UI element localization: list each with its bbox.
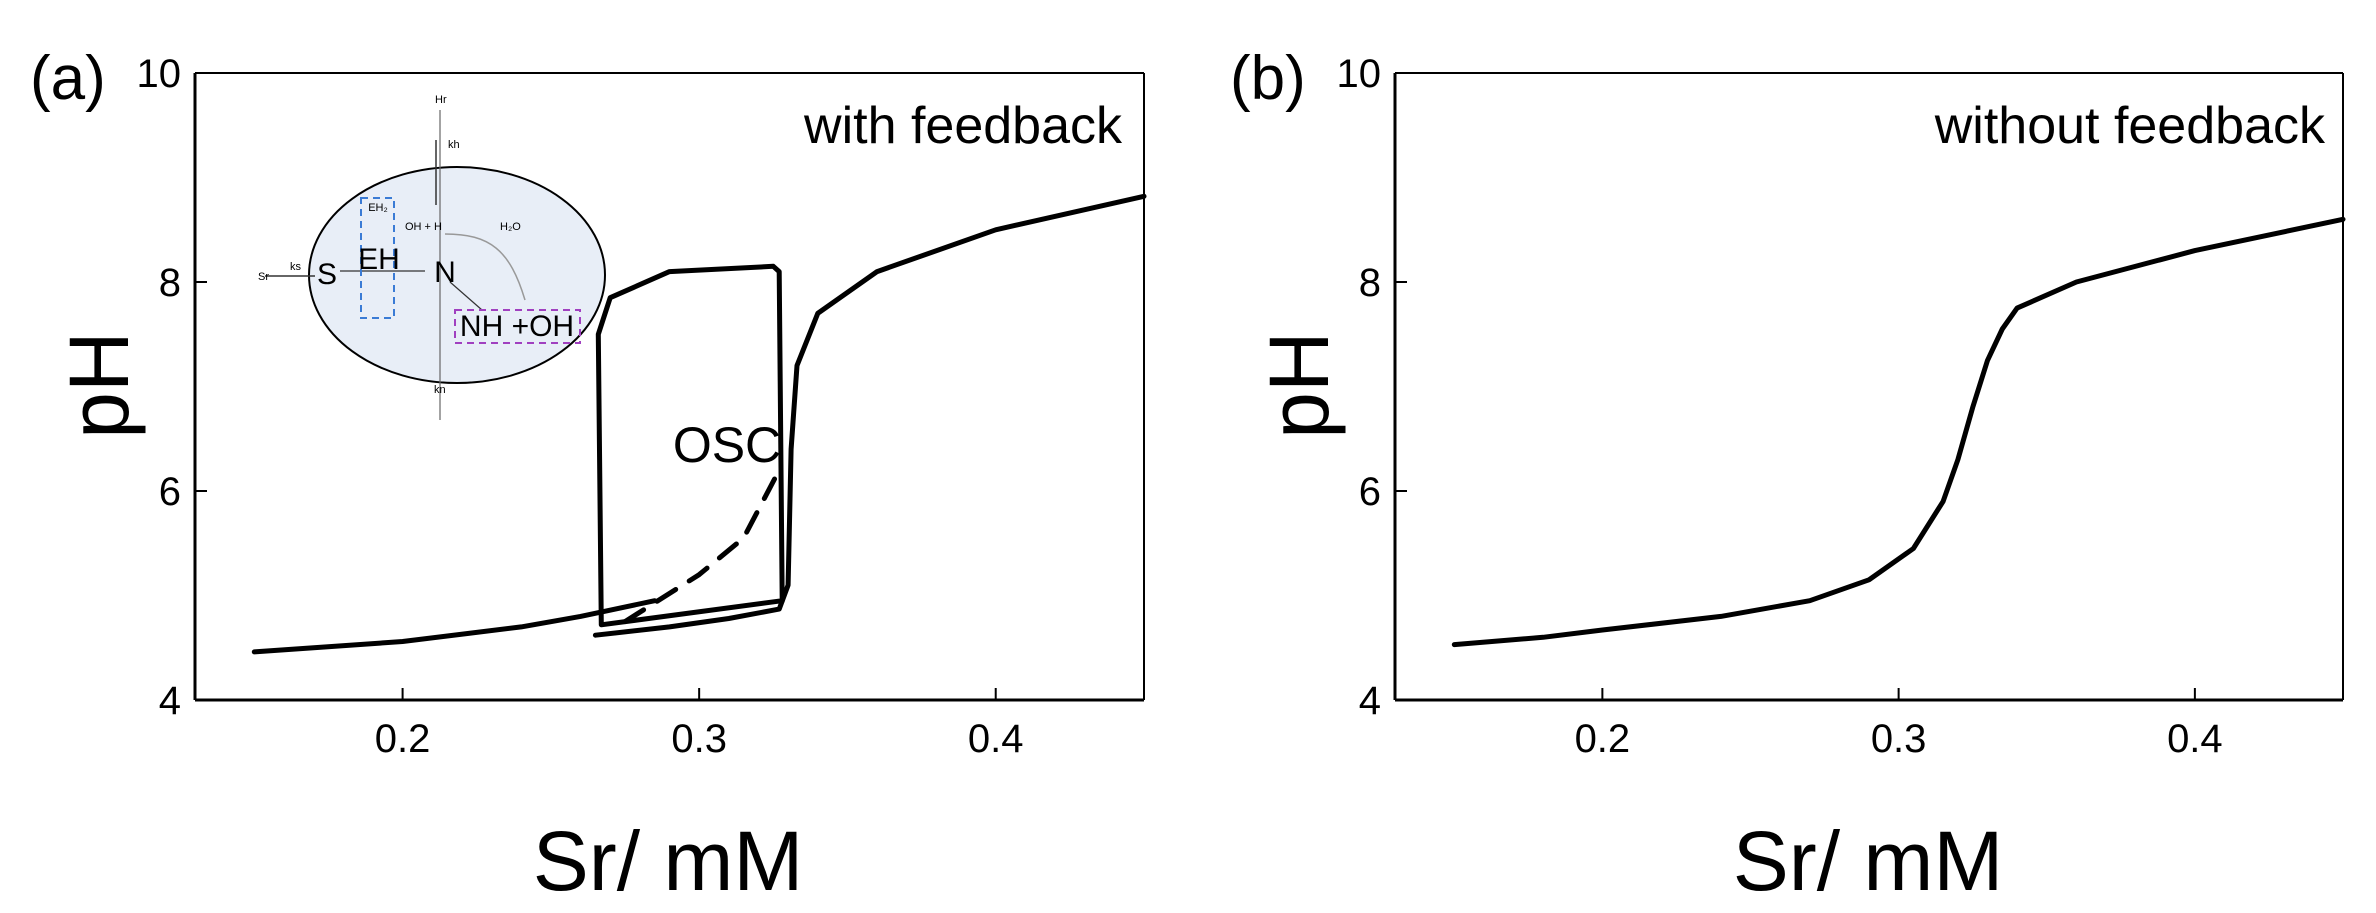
inset-node-s: S [317, 258, 337, 291]
inset-diagram: S EH N NH +OH EH₂ OH + H H₂O Sr ks Hr kh… [258, 94, 606, 420]
panel-b-annotation: without feedback [1934, 97, 2326, 155]
inset-node-oh-h: OH + H [405, 221, 442, 233]
panel-b-y-tick-label-2: 8 [1359, 261, 1381, 305]
inset-label-kn: kn [434, 384, 446, 396]
inset-node-n: N [434, 256, 456, 289]
panel-a-letter: (a) [30, 44, 106, 113]
panel-b-letter: (b) [1230, 44, 1306, 113]
inset-label-ks: ks [290, 261, 302, 273]
inset-compartment [308, 166, 606, 384]
panel-b: (b) 4 6 8 10 0.2 0.3 0.4 Sr/ mM pH without fe… [1230, 44, 2346, 908]
panel-a-annotation: with feedback [803, 97, 1123, 155]
inset-label-sr: Sr [258, 271, 269, 283]
panel-b-x-tick-label-2: 0.4 [2167, 717, 2223, 761]
panel-a-series-line-3 [595, 263, 785, 628]
panel-b-x-tick-label-0: 0.2 [1575, 717, 1631, 761]
panel-b-y-title: pH [1252, 331, 1346, 438]
panel-b-y-tick-label-3: 10 [1337, 52, 1382, 96]
inset-label-hr: Hr [435, 94, 447, 106]
panel-b-y-ticks: 4 6 8 10 [1337, 52, 1407, 723]
panel-b-x-ticks: 0.2 0.3 0.4 [1575, 688, 2223, 761]
panel-b-x-title: Sr/ mM [1733, 814, 2004, 908]
panel-b-y-tick-label-1: 6 [1359, 470, 1381, 514]
inset-nh-box [454, 309, 581, 344]
panel-a-y-title: pH [52, 331, 146, 438]
panel-a-y-tick-label-0: 4 [159, 679, 181, 723]
panel-a-x-tick-label-2: 0.4 [968, 717, 1024, 761]
panel-a-x-ticks: 0.2 0.3 0.4 [375, 688, 1024, 761]
inset-label-kh: kh [448, 139, 460, 151]
panel-a-y-tick-label-1: 6 [159, 470, 181, 514]
inset-node-nh-oh: NH +OH [460, 310, 574, 343]
panel-a-x-tick-label-0: 0.2 [375, 717, 431, 761]
panel-a-y-tick-label-2: 8 [159, 261, 181, 305]
panel-a-x-tick-label-1: 0.3 [671, 717, 727, 761]
panel-a-series [251, 193, 1147, 655]
panel-b-series [1451, 216, 2346, 648]
panel-b-x-tick-label-1: 0.3 [1871, 717, 1927, 761]
panel-b-series-line-0 [1451, 216, 2346, 648]
panel-a-y-ticks: 4 6 8 10 [137, 52, 207, 723]
panel-a-x-title: Sr/ mM [533, 814, 804, 908]
panel-a: (a) 4 6 8 10 0.2 0.3 0.4 Sr/ mM pH with feedb… [30, 44, 1147, 908]
panel-a-series-line-1 [592, 193, 1147, 638]
inset-n-arrow [449, 281, 483, 311]
inset-oh-curve [444, 233, 526, 301]
inset-node-eh: EH [358, 243, 400, 276]
inset-node-h2o: H₂O [500, 221, 521, 233]
panel-a-y-tick-label-3: 10 [137, 52, 182, 96]
panel-b-y-tick-label-0: 4 [1359, 679, 1381, 723]
inset-eh-box [360, 197, 395, 319]
osc-label: OSC [673, 417, 781, 473]
panel-a-series-line-2 [622, 467, 782, 625]
inset-node-eh2: EH₂ [368, 202, 388, 214]
panel-a-series-line-0 [251, 598, 658, 655]
